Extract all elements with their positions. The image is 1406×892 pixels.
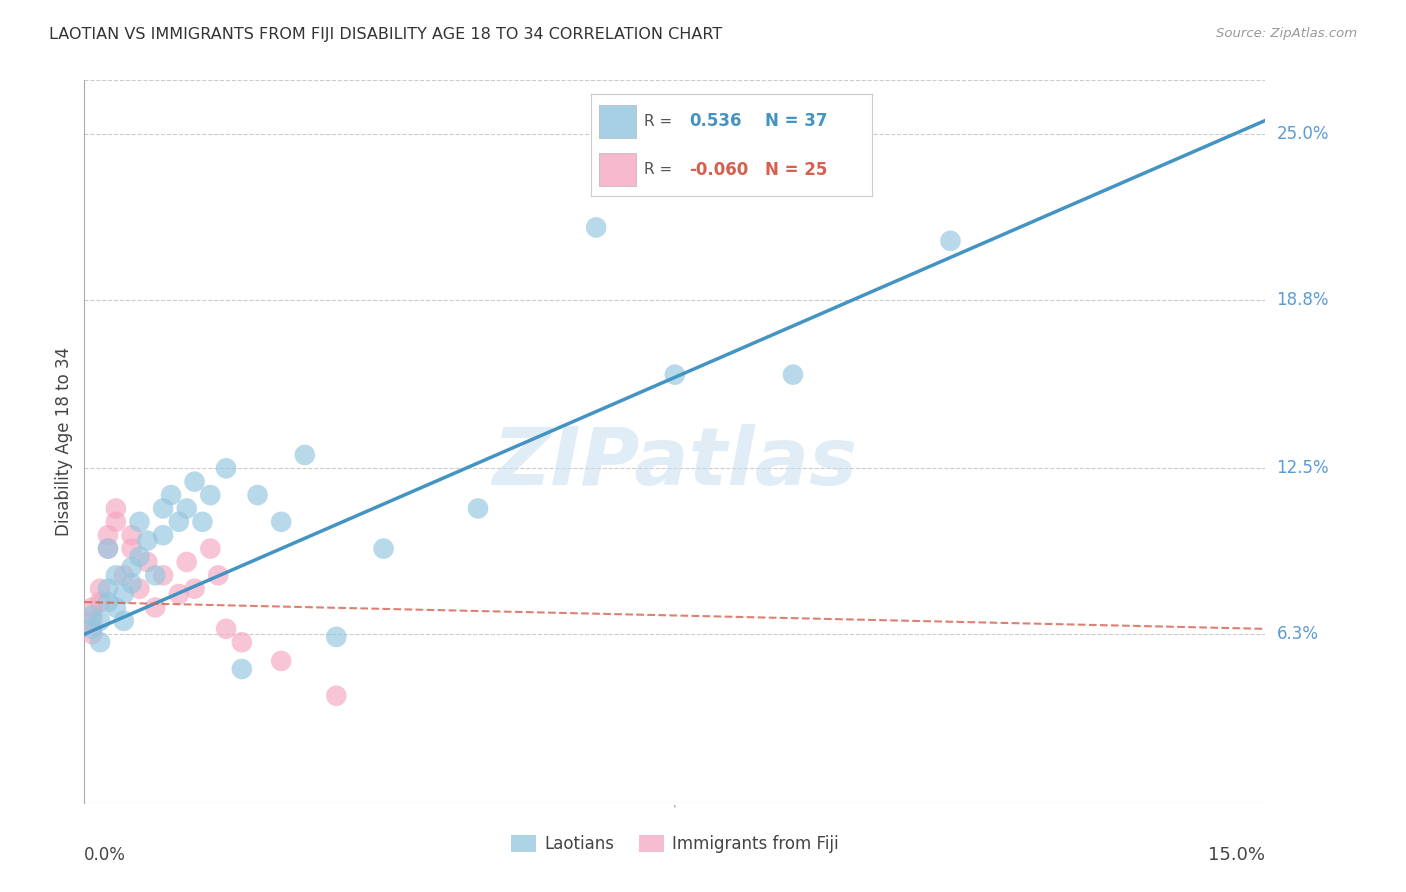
- Point: [136, 555, 159, 569]
- Point: [231, 635, 253, 649]
- Point: [121, 541, 143, 556]
- Point: [176, 555, 198, 569]
- Point: [82, 608, 104, 623]
- Point: [112, 568, 135, 582]
- Point: [97, 595, 120, 609]
- Point: [97, 541, 120, 556]
- Point: [215, 461, 238, 475]
- Point: [207, 568, 229, 582]
- Point: [128, 515, 150, 529]
- Point: [104, 515, 127, 529]
- Point: [128, 582, 150, 596]
- Point: [183, 475, 205, 489]
- Text: 0.536: 0.536: [689, 112, 741, 130]
- Point: [231, 662, 253, 676]
- Point: [89, 595, 111, 609]
- Point: [183, 582, 205, 596]
- Point: [104, 501, 127, 516]
- Point: [782, 368, 804, 382]
- Point: [121, 560, 143, 574]
- Point: [89, 582, 111, 596]
- Text: LAOTIAN VS IMMIGRANTS FROM FIJI DISABILITY AGE 18 TO 34 CORRELATION CHART: LAOTIAN VS IMMIGRANTS FROM FIJI DISABILI…: [49, 27, 723, 42]
- Point: [112, 614, 135, 628]
- Point: [152, 501, 174, 516]
- Point: [160, 488, 183, 502]
- Point: [97, 582, 120, 596]
- Point: [176, 501, 198, 516]
- Point: [294, 448, 316, 462]
- Legend: Laotians, Immigrants from Fiji: Laotians, Immigrants from Fiji: [505, 828, 845, 860]
- Point: [325, 689, 347, 703]
- Bar: [599, 153, 636, 186]
- Point: [325, 630, 347, 644]
- Point: [246, 488, 269, 502]
- Point: [200, 541, 222, 556]
- Point: [191, 515, 214, 529]
- Text: 18.8%: 18.8%: [1277, 291, 1329, 309]
- Point: [270, 515, 292, 529]
- Point: [167, 587, 190, 601]
- Point: [200, 488, 222, 502]
- Text: ZIPatlas: ZIPatlas: [492, 425, 858, 502]
- Text: N = 37: N = 37: [765, 112, 827, 130]
- Point: [97, 541, 120, 556]
- Point: [82, 600, 104, 615]
- Point: [664, 368, 686, 382]
- Point: [215, 622, 238, 636]
- Point: [104, 600, 127, 615]
- Point: [152, 528, 174, 542]
- Y-axis label: Disability Age 18 to 34: Disability Age 18 to 34: [55, 347, 73, 536]
- Point: [104, 568, 127, 582]
- Text: 6.3%: 6.3%: [1277, 625, 1319, 643]
- Point: [112, 587, 135, 601]
- Point: [82, 614, 104, 628]
- Point: [585, 220, 607, 235]
- Point: [152, 568, 174, 582]
- Point: [128, 549, 150, 564]
- Bar: [599, 105, 636, 137]
- Point: [97, 528, 120, 542]
- Point: [82, 622, 104, 636]
- Text: Source: ZipAtlas.com: Source: ZipAtlas.com: [1216, 27, 1357, 40]
- Point: [939, 234, 962, 248]
- Point: [270, 654, 292, 668]
- Point: [121, 576, 143, 591]
- Point: [143, 600, 166, 615]
- Point: [373, 541, 395, 556]
- Point: [82, 627, 104, 641]
- Point: [121, 528, 143, 542]
- Text: 12.5%: 12.5%: [1277, 459, 1329, 477]
- Text: -0.060: -0.060: [689, 161, 748, 178]
- Point: [136, 533, 159, 548]
- Text: 25.0%: 25.0%: [1277, 125, 1329, 143]
- Point: [167, 515, 190, 529]
- Text: 0.0%: 0.0%: [84, 847, 127, 864]
- Text: 15.0%: 15.0%: [1208, 847, 1265, 864]
- Point: [467, 501, 489, 516]
- Text: R =: R =: [644, 114, 678, 128]
- Point: [89, 635, 111, 649]
- Point: [89, 614, 111, 628]
- Point: [143, 568, 166, 582]
- Text: N = 25: N = 25: [765, 161, 827, 178]
- Text: R =: R =: [644, 162, 678, 178]
